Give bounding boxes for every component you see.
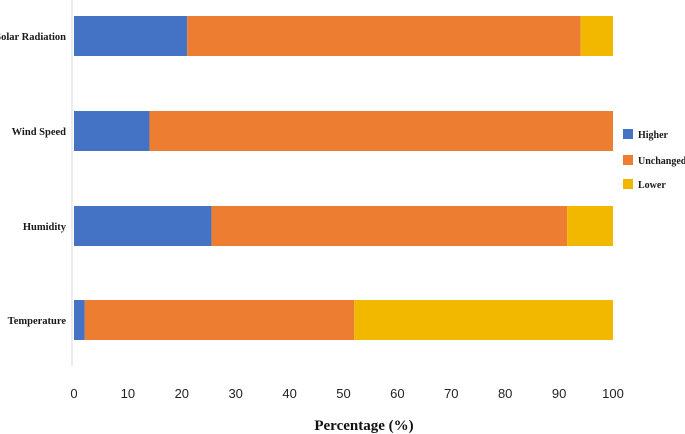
x-tick-label: 100 (602, 386, 624, 401)
category-label-humidity: Humidity (23, 222, 67, 233)
legend-swatch-unchanged (623, 155, 633, 165)
x-tick-label: 60 (390, 386, 404, 401)
bar-wind-speed-unchanged (149, 111, 613, 151)
category-label-wind-speed: Wind Speed (12, 127, 67, 138)
bar-wind-speed-higher (74, 111, 150, 151)
legend-label-higher: Higher (638, 130, 669, 141)
legend-swatch-lower (623, 179, 633, 189)
x-tick-label: 40 (282, 386, 296, 401)
category-label-temperature: Temperature (8, 316, 67, 327)
bar-solar-radiation-unchanged (187, 16, 581, 56)
x-tick-label: 20 (175, 386, 189, 401)
legend-label-unchanged: Unchanged (638, 156, 685, 167)
legend-label-lower: Lower (638, 180, 666, 191)
bar-humidity-unchanged (211, 206, 568, 246)
x-axis-title: Percentage (%) (314, 418, 413, 434)
category-label-solar-radiation: Solar Radiation (0, 32, 66, 43)
category-labels: Solar Radiation Wind Speed Humidity Tempera… (0, 32, 67, 327)
x-tick-labels: 0 10 20 30 40 50 60 70 80 90 100 (70, 386, 623, 401)
x-tick-label: 10 (121, 386, 135, 401)
bar-humidity-lower (567, 206, 613, 246)
bar-temperature-higher (74, 300, 85, 340)
legend: Higher Unchanged Lower (623, 129, 685, 191)
x-tick-label: 90 (552, 386, 566, 401)
legend-swatch-higher (623, 129, 633, 139)
bars-group (74, 16, 613, 340)
bar-solar-radiation-higher (74, 16, 188, 56)
bar-temperature-lower (354, 300, 613, 340)
bar-solar-radiation-lower (580, 16, 613, 56)
x-tick-label: 30 (228, 386, 242, 401)
x-tick-label: 80 (498, 386, 512, 401)
x-tick-label: 0 (70, 386, 77, 401)
x-tick-label: 50 (336, 386, 350, 401)
bar-humidity-higher (74, 206, 212, 246)
bar-temperature-unchanged (84, 300, 355, 340)
x-tick-label: 70 (444, 386, 458, 401)
